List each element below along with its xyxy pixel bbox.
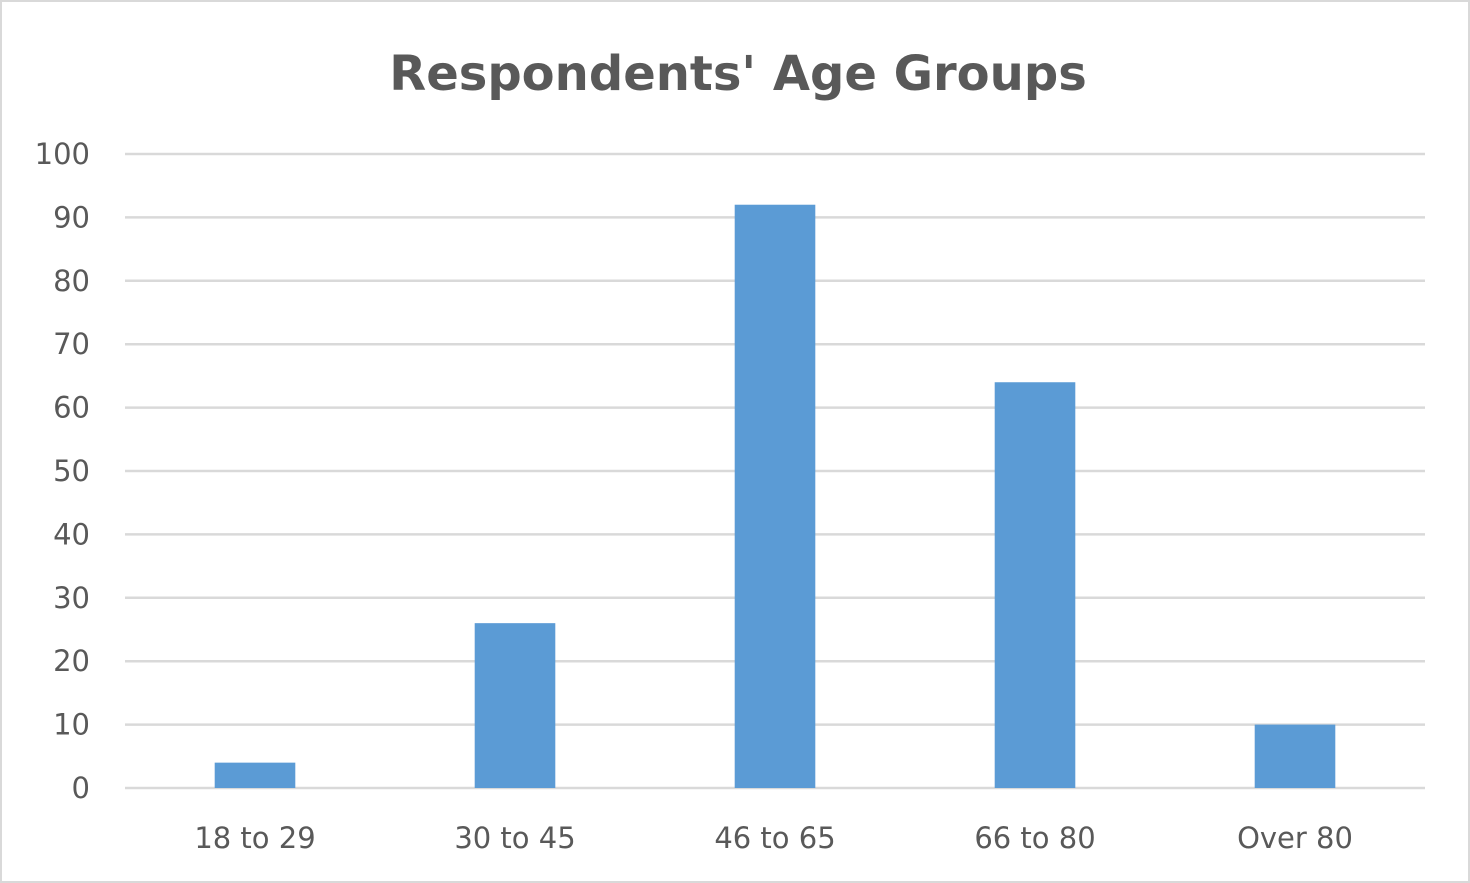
- x-tick-label: 18 to 29: [194, 821, 315, 855]
- x-tick-label: 66 to 80: [974, 821, 1095, 855]
- y-tick-label: 100: [35, 137, 90, 171]
- x-axis-tick-labels: 18 to 29 30 to 45 46 to 65 66 to 80 Over 80: [194, 821, 1353, 855]
- y-tick-label: 60: [53, 391, 90, 425]
- bar-66-to-80: [994, 382, 1076, 788]
- chart-title: Respondents' Age Groups: [389, 46, 1087, 102]
- x-tick-label: 30 to 45: [454, 821, 575, 855]
- bar-46-to-65: [734, 204, 816, 789]
- bar-over-80: [1254, 724, 1336, 788]
- y-tick-label: 90: [53, 200, 90, 234]
- y-tick-label: 50: [53, 454, 90, 488]
- x-tick-label: Over 80: [1237, 821, 1353, 855]
- y-tick-label: 80: [53, 264, 90, 298]
- y-tick-label: 30: [53, 581, 90, 615]
- bar-18-to-29: [214, 762, 296, 788]
- y-tick-label: 0: [72, 771, 90, 805]
- bars: [214, 204, 1336, 789]
- y-axis-tick-labels: 0 10 20 30 40 50 60 70 80 90 100: [35, 137, 90, 805]
- bar-30-to-45: [474, 623, 556, 788]
- x-tick-label: 46 to 65: [714, 821, 835, 855]
- y-tick-label: 10: [53, 708, 90, 742]
- y-tick-label: 20: [53, 644, 90, 678]
- y-tick-label: 40: [53, 517, 90, 551]
- y-tick-label: 70: [53, 327, 90, 361]
